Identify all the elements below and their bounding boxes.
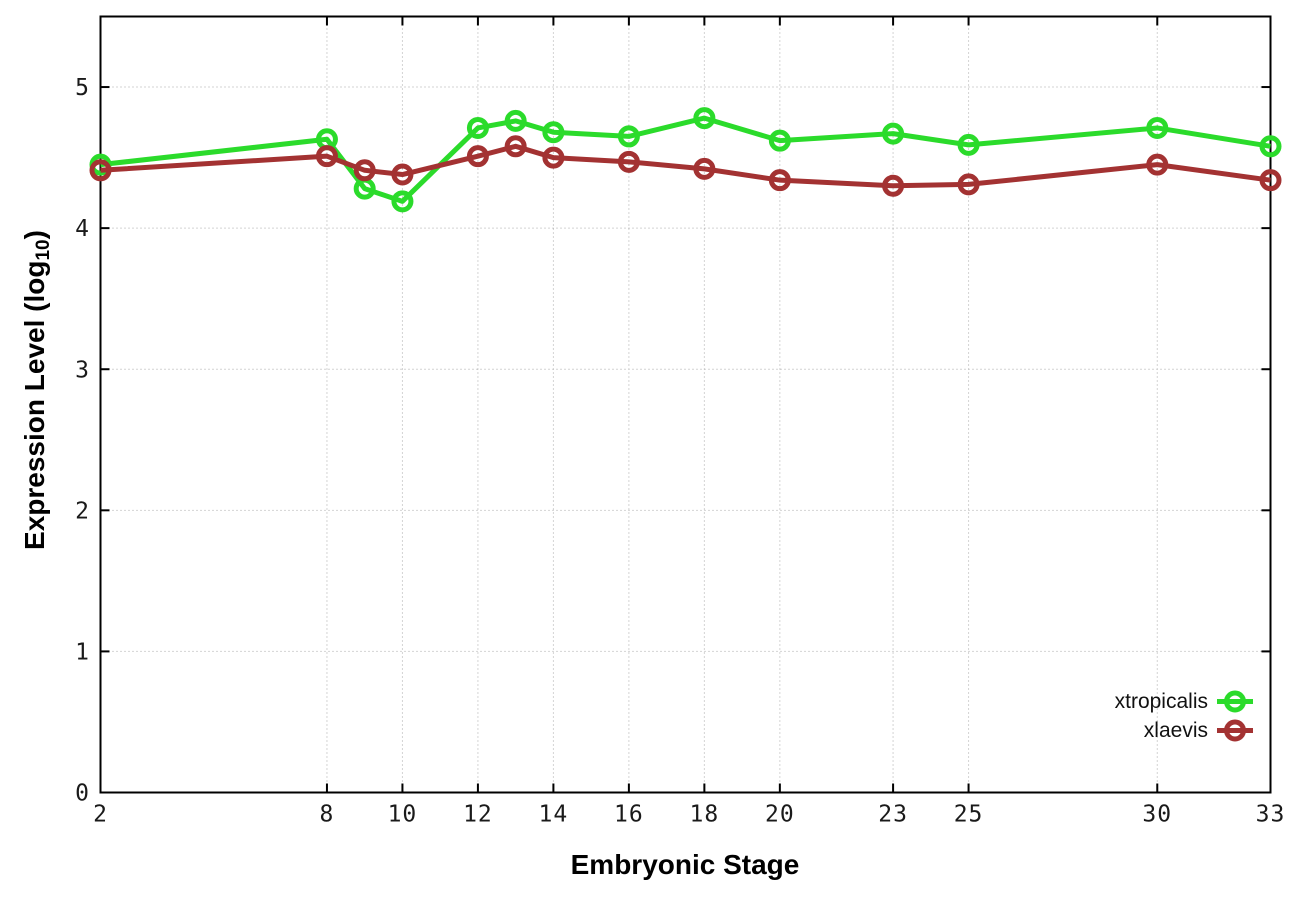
legend-label: xtropicalis [1114, 689, 1208, 713]
data-point-xlaevis [1146, 153, 1169, 176]
x-axis-label: Embryonic Stage [570, 849, 800, 880]
data-point-xlaevis [617, 150, 640, 173]
data-point-xlaevis [693, 157, 716, 180]
y-tick-label: 2 [75, 498, 90, 524]
data-point-xlaevis [542, 146, 565, 169]
x-tick-label: 10 [388, 802, 418, 828]
data-point-xlaevis [504, 135, 527, 158]
x-tick-label: 2 [93, 802, 108, 828]
y-axis-label-text: Expression Level (log [19, 260, 51, 550]
legend: xtropicalis xlaevis [1115, 687, 1253, 745]
legend-label: xlaevis [1143, 718, 1208, 742]
x-tick-label: 33 [1256, 802, 1286, 828]
y-axis-label-subscript: 10 [32, 239, 54, 261]
data-point-xlaevis [768, 169, 791, 192]
data-point-xtropicalis [693, 107, 716, 130]
data-point-xlaevis [1259, 169, 1282, 192]
x-tick-label: 30 [1142, 802, 1172, 828]
data-point-xtropicalis [617, 125, 640, 148]
data-point-xtropicalis [391, 190, 414, 213]
x-tick-label: 8 [320, 802, 335, 828]
y-tick-label: 3 [75, 357, 90, 383]
x-tick-label: 14 [539, 802, 569, 828]
data-point-xtropicalis [957, 133, 980, 156]
data-point-xtropicalis [542, 121, 565, 144]
y-tick-label: 4 [75, 216, 90, 242]
data-point-xlaevis [391, 163, 414, 186]
x-tick-label: 18 [690, 802, 720, 828]
data-point-xtropicalis [466, 116, 489, 139]
legend-marker-icon [1217, 690, 1253, 713]
data-point-xtropicalis [768, 129, 791, 152]
data-point-xlaevis [882, 174, 905, 197]
y-tick-label: 1 [75, 639, 90, 665]
data-point-xtropicalis [1146, 116, 1169, 139]
data-point-xlaevis [957, 173, 980, 196]
legend-marker-icon [1217, 719, 1253, 742]
x-tick-label: 16 [614, 802, 644, 828]
data-point-xlaevis [353, 159, 376, 182]
y-tick-label: 0 [75, 781, 90, 807]
data-point-xtropicalis [1259, 135, 1282, 158]
x-tick-label: 20 [765, 802, 795, 828]
data-point-xtropicalis [882, 122, 905, 145]
x-tick-label: 12 [463, 802, 493, 828]
data-point-xlaevis [89, 159, 112, 182]
x-tick-label: 23 [878, 802, 908, 828]
legend-item-xtropicalis: xtropicalis [1115, 687, 1253, 716]
y-axis-label: Expression Level (log10) [19, 230, 55, 550]
y-tick-label: 5 [75, 75, 90, 101]
y-axis-label-suffix: ) [19, 230, 51, 240]
plot-border [99, 15, 1272, 794]
x-tick-label: 25 [954, 802, 984, 828]
data-point-xlaevis [315, 145, 338, 168]
data-point-xtropicalis [504, 109, 527, 132]
data-point-xlaevis [466, 145, 489, 168]
legend-item-xlaevis: xlaevis [1115, 716, 1253, 745]
series-line-xlaevis [100, 143, 1271, 189]
